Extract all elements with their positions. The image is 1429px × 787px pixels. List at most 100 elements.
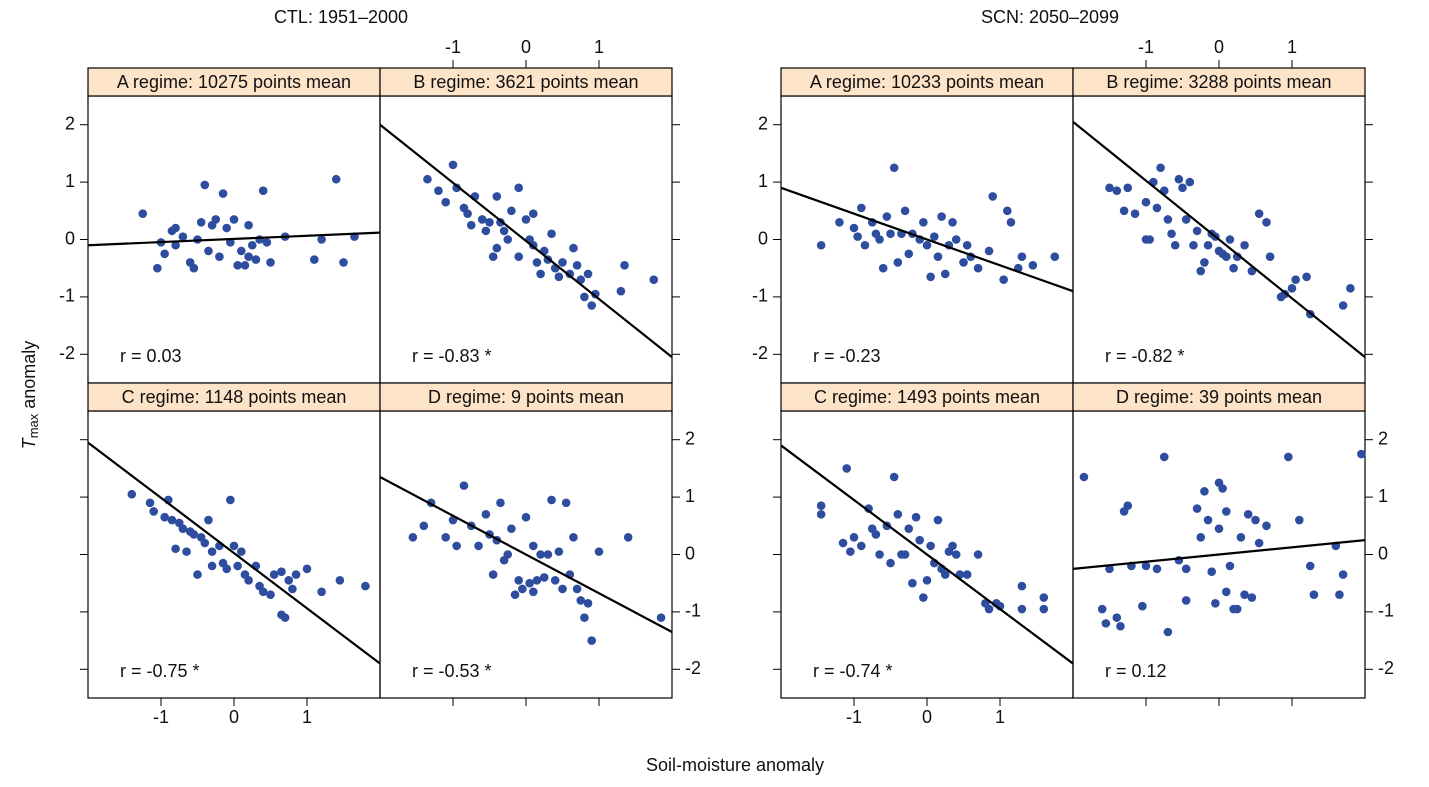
fit-line (88, 231, 380, 247)
point (1112, 613, 1122, 622)
point (463, 209, 472, 218)
strip (87, 67, 381, 97)
y-tick-label: 1 (65, 171, 75, 191)
point (591, 289, 600, 299)
point (937, 212, 946, 221)
point (882, 212, 892, 221)
point (1309, 590, 1319, 599)
point (1287, 283, 1297, 293)
point (554, 547, 564, 556)
point (459, 481, 469, 490)
point (1017, 581, 1027, 591)
point (317, 235, 326, 244)
point (623, 532, 633, 542)
point (1141, 197, 1151, 207)
point (507, 206, 516, 216)
point (1196, 266, 1206, 276)
point (171, 223, 180, 233)
y-tick-label: 2 (685, 428, 695, 448)
point (587, 636, 596, 645)
strip (379, 382, 673, 412)
fit-line (380, 123, 672, 359)
y-tick-label: 0 (758, 228, 768, 248)
point (554, 272, 564, 282)
y-tick-label: 0 (65, 228, 75, 248)
point (904, 249, 914, 259)
y-tick-label: -1 (752, 286, 768, 306)
point (1028, 261, 1038, 270)
point (926, 541, 935, 551)
point (1262, 521, 1271, 531)
point (182, 547, 191, 556)
x-tick-label: 1 (995, 707, 1005, 727)
y-tick-label: -1 (59, 286, 75, 306)
fit-line (781, 186, 1073, 293)
y-tick-label: 1 (685, 486, 695, 506)
point (908, 578, 917, 588)
point (1346, 283, 1355, 293)
point (875, 235, 884, 244)
point (408, 532, 418, 542)
x-tick-label: 0 (922, 707, 932, 727)
point (1181, 564, 1191, 574)
point (1181, 215, 1191, 224)
point (200, 538, 210, 548)
point (485, 217, 494, 227)
fit-line (1073, 120, 1365, 359)
point (1116, 621, 1125, 631)
point (1138, 601, 1147, 611)
strip-label: D regime: 39 points mean (1116, 387, 1322, 407)
point (514, 183, 523, 193)
point (893, 258, 903, 267)
point (926, 272, 935, 282)
y-tick-label: -1 (1378, 601, 1394, 621)
point (452, 183, 461, 193)
point (488, 570, 498, 579)
point (229, 215, 239, 224)
point (871, 530, 881, 539)
x-axis-label: Soil-moisture anomaly (646, 755, 824, 775)
point (269, 570, 279, 579)
point (532, 576, 542, 585)
point (361, 581, 370, 591)
point (893, 510, 903, 519)
y-label-subscript: max (26, 413, 41, 438)
point (1262, 217, 1271, 227)
point (572, 584, 582, 594)
point (922, 240, 932, 250)
point (1101, 619, 1111, 628)
point (889, 472, 899, 482)
point (1119, 206, 1129, 216)
point (1291, 275, 1300, 284)
point (558, 258, 567, 267)
point (284, 576, 294, 585)
point (838, 538, 848, 548)
point (656, 613, 666, 622)
point (1152, 203, 1162, 213)
point (244, 220, 253, 230)
point (933, 252, 943, 262)
x-tick-label: 0 (229, 707, 239, 727)
point (507, 524, 516, 533)
point (240, 261, 250, 270)
point (178, 232, 188, 241)
point (857, 541, 866, 551)
point (849, 532, 859, 542)
point (1200, 258, 1209, 267)
point (959, 258, 968, 267)
point (1236, 532, 1246, 542)
point (138, 209, 148, 218)
fit-line (380, 476, 672, 633)
strip (1072, 67, 1366, 97)
annotation: r = -0.74 * (813, 661, 893, 681)
point (973, 263, 983, 273)
fit-line (1073, 539, 1365, 570)
point (1039, 604, 1049, 614)
point (962, 240, 972, 250)
point (1050, 252, 1060, 262)
point (171, 240, 180, 250)
point (521, 215, 531, 224)
point (864, 504, 873, 513)
point (233, 261, 242, 270)
